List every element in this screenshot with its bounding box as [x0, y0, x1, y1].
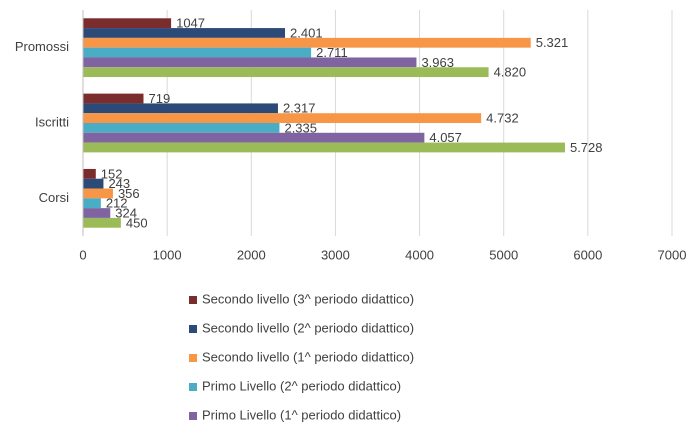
data-label: 450 [126, 215, 148, 230]
legend-swatch [189, 325, 197, 333]
legend-swatch [189, 354, 197, 362]
bar [83, 93, 144, 104]
bar [83, 188, 113, 199]
legend-swatch [189, 412, 197, 420]
x-tick-label: 6000 [573, 247, 602, 262]
legend-label: Secondo livello (3^ periodo didattico) [202, 291, 414, 306]
legend-label: Primo Livello (2^ periodo didattico) [202, 378, 401, 393]
data-label: 4.820 [494, 65, 527, 80]
bar [83, 28, 286, 38]
bar [83, 57, 417, 68]
data-label: 4.732 [486, 111, 519, 126]
y-tick-label: Corsi [39, 190, 69, 205]
x-tick-label: 3000 [321, 247, 350, 262]
data-label: 152 [101, 166, 123, 181]
data-label: 2.317 [283, 101, 316, 116]
data-label: 2.711 [316, 45, 348, 60]
data-label: 1047 [176, 16, 205, 31]
legend-label: Secondo livello (1^ periodo didattico) [202, 349, 414, 364]
legend-swatch [189, 383, 197, 391]
x-tick-label: 4000 [405, 247, 434, 262]
x-tick-label: 2000 [237, 247, 266, 262]
bar [83, 132, 425, 143]
bar [83, 208, 111, 218]
bar [83, 67, 489, 78]
data-label: 5.321 [536, 35, 569, 50]
data-label: 719 [148, 91, 170, 106]
data-label: 324 [115, 205, 137, 220]
bar [83, 113, 482, 123]
x-tick-label: 7000 [658, 247, 687, 262]
data-label: 5.728 [570, 140, 603, 155]
x-tick-label: 1000 [153, 247, 182, 262]
bar [83, 18, 172, 29]
data-label: 4.057 [429, 130, 462, 145]
bar [83, 168, 96, 179]
bar [83, 37, 531, 48]
data-label: 243 [108, 176, 130, 191]
legend-label: Primo Livello (1^ periodo didattico) [202, 407, 401, 422]
bar [83, 142, 565, 153]
bar [83, 103, 278, 114]
bar [83, 123, 280, 133]
bar [83, 217, 121, 228]
bar [83, 47, 312, 58]
y-tick-label: Iscritti [35, 114, 69, 129]
y-tick-label: Promossi [15, 39, 69, 54]
bar [83, 198, 101, 209]
data-label: 2.335 [284, 120, 317, 135]
data-label: 3.963 [421, 55, 454, 70]
data-label: 2.401 [290, 25, 323, 40]
data-label: 212 [106, 196, 128, 211]
x-tick-label: 0 [79, 247, 86, 262]
legend-label: Secondo livello (2^ periodo didattico) [202, 320, 414, 335]
bar [83, 178, 104, 189]
x-tick-label: 5000 [489, 247, 518, 262]
data-label: 356 [118, 186, 140, 201]
legend-swatch [189, 296, 197, 304]
